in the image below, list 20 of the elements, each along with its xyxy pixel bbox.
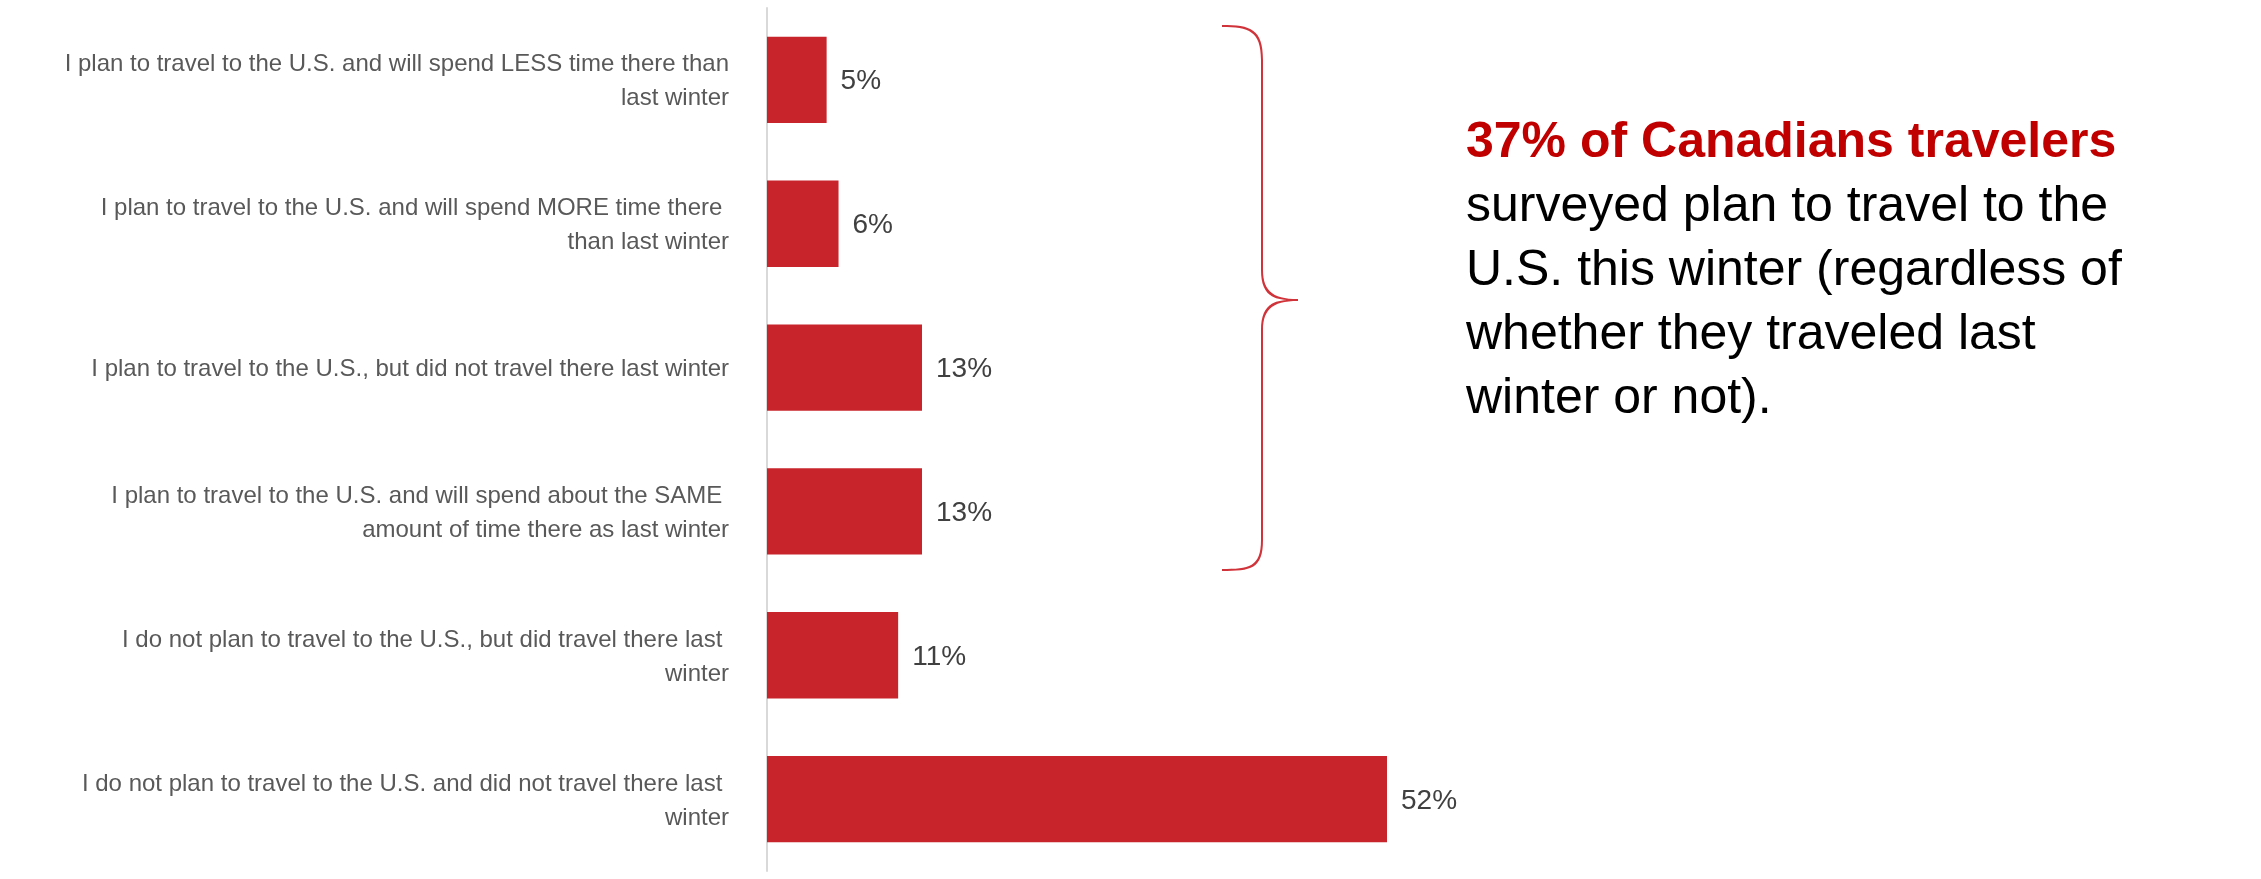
data-label: 5% [840, 64, 882, 96]
y-tick-label: I plan to travel to the U.S., but did not travel there last winter [91, 354, 729, 382]
data-label: 52% [1401, 783, 1458, 815]
data-label: 13% [936, 495, 993, 527]
bar [767, 755, 1387, 843]
y-tick-label: I plan to travel to the U.S. and will spend about the SAME amount of time there as last winter [111, 480, 729, 542]
bar [767, 180, 839, 267]
text: surveyed plan to travel to the U.S. this winter (regardless of whether they traveled last winter or not). [1466, 176, 2122, 424]
text: 37% of Canadians travelers [1466, 111, 2118, 170]
data-label: 11% [912, 639, 967, 671]
y-tick-label: I plan to travel to the U.S. and will spend MORE time there than last winter [100, 193, 729, 255]
y-tick-label: I plan to travel to the U.S. and will spend LESS time there than last winter [64, 49, 730, 111]
y-tick-label: I do not plan to travel to the U.S., but did travel there last winter [121, 624, 729, 686]
y-tick-label: I do not plan to travel to the U.S. and did not travel there last winter [81, 768, 729, 830]
bar [767, 612, 899, 699]
data-label: 6% [852, 208, 894, 240]
bar [767, 36, 827, 124]
bar [767, 468, 922, 555]
bar [767, 324, 922, 411]
data-label: 13% [936, 352, 993, 384]
